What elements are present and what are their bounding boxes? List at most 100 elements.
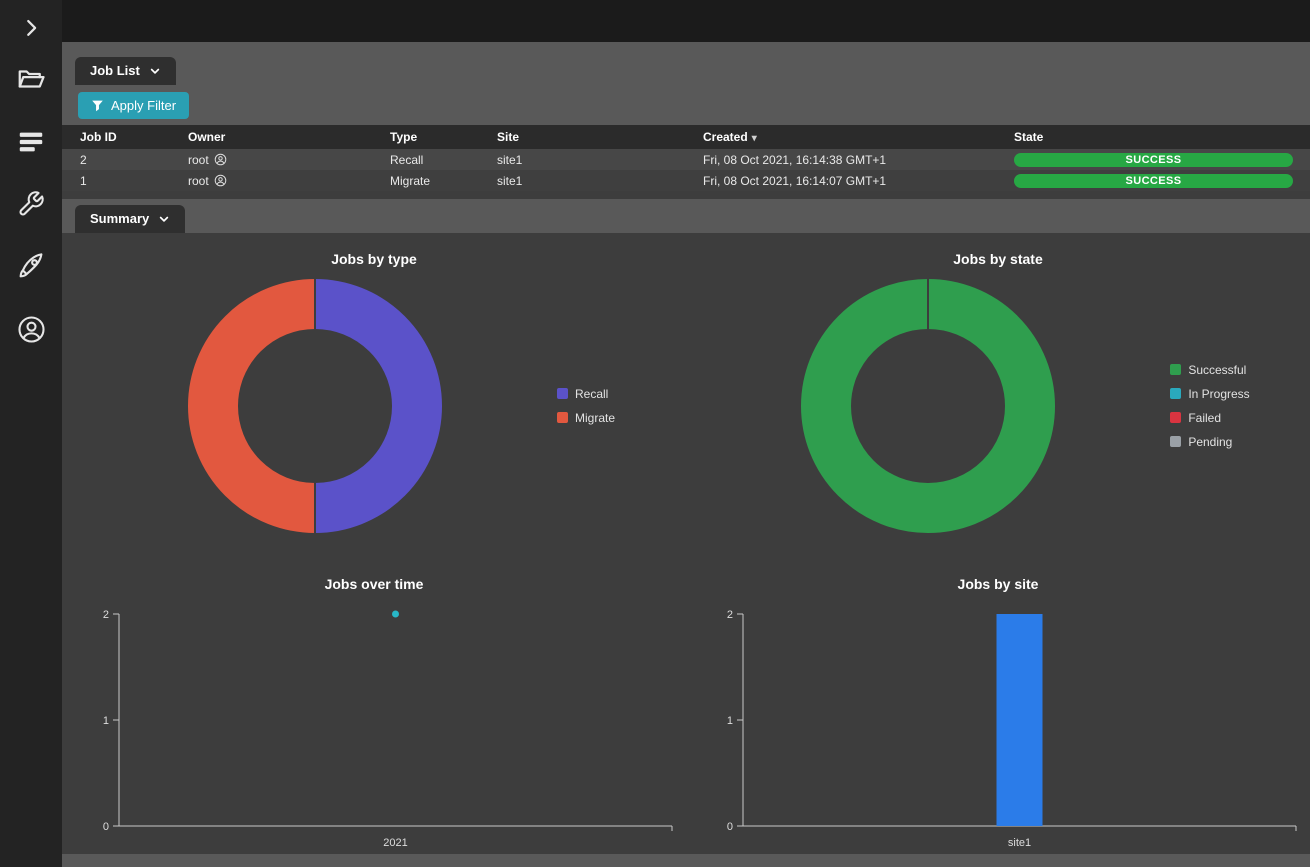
bottom-band [62,853,1310,867]
sidebar-item-launch[interactable] [16,251,46,281]
cell-owner: root [170,170,372,191]
charts-panel: Jobs by type Recall Migrate Jobs by state… [62,232,1310,854]
legend-swatch [556,412,568,424]
owner-name: root [188,152,209,167]
legend-label: In Progress [1188,386,1250,401]
bar-chart-area: 0 1 2 site1 [698,604,1298,854]
legend-item[interactable]: Recall [556,386,615,401]
summary-tab-row: Summary [62,198,1310,233]
main-content: Job List Apply Filter Job ID Owner Type … [62,0,1310,867]
cell-job-id: 1 [80,173,87,188]
apply-filter-button[interactable]: Apply Filter [78,91,190,119]
svg-text:2: 2 [727,609,733,621]
account-icon [17,316,45,343]
chart-title: Jobs over time [324,575,424,592]
user-icon [214,175,226,187]
chart-jobs-by-site: Jobs by site 0 1 2 site1 [686,566,1310,854]
sidebar-item-jobs[interactable] [16,127,46,157]
chart-legend: Recall Migrate [556,382,615,430]
column-header-created[interactable]: Created ▾ [685,125,996,149]
sidebar-item-files[interactable] [16,64,46,94]
cell-site: site1 [497,152,523,167]
chart-jobs-by-state: Jobs by state Successful In Progress Faile… [686,241,1310,566]
legend-item[interactable]: In Progress [1170,386,1250,401]
tab-summary-label: Summary [90,211,150,227]
legend-swatch [556,388,568,400]
bar-chart: 0 1 2 site1 [727,609,1297,849]
top-band [62,0,1310,43]
chart-title: Jobs by state [953,250,1043,267]
legend-item[interactable]: Failed [1170,411,1249,425]
sidebar-expand-button[interactable] [20,16,42,38]
job-table: Job ID Owner Type Site Created ▾ State 2 … [62,125,1310,192]
legend-label: Recall [574,386,609,401]
donut-chart [187,278,442,533]
scatter-chart-area: 0 1 2 2021 [74,604,674,854]
scatter-chart: 0 1 2 2021 [103,609,673,849]
sidebar [0,0,62,867]
svg-text:2021: 2021 [383,837,407,849]
svg-text:site1: site1 [1008,837,1031,849]
legend-item[interactable]: Migrate [556,411,615,425]
status-badge: SUCCESS [1014,152,1293,167]
legend-label: Successful [1188,362,1247,377]
column-header-state[interactable]: State [1014,130,1044,145]
sidebar-nav [16,64,47,345]
svg-text:0: 0 [103,821,109,833]
filter-row: Apply Filter [62,84,1310,126]
bar [996,613,1043,826]
cell-state: SUCCESS [996,149,1310,170]
legend-swatch [1170,412,1182,424]
sort-caret-icon: ▾ [751,133,757,145]
cell-site: site1 [497,173,523,188]
sidebar-item-account[interactable] [16,314,47,345]
legend-label: Failed [1188,410,1221,425]
folder-icon [18,70,45,88]
cell-created: Fri, 08 Oct 2021, 16:14:07 GMT+1 [703,173,887,188]
table-header-row: Job ID Owner Type Site Created ▾ State [62,125,1310,150]
cell-owner: root [170,149,372,170]
table-row[interactable]: 1 root Migrate site1 Fri, 08 Oct 2021, 1… [62,170,1310,192]
section-divider [62,191,1310,199]
legend-label: Pending [1188,434,1233,449]
job-list-tab-row: Job List [62,42,1310,85]
chevron-down-icon [160,216,169,222]
jobs-queue-icon [19,132,43,152]
legend-swatch [1170,436,1182,448]
svg-text:1: 1 [103,715,109,727]
data-point [392,610,399,618]
legend-swatch [1170,388,1182,400]
chevron-right-icon [27,19,37,36]
column-header-owner[interactable]: Owner [188,130,226,145]
cell-state: SUCCESS [996,170,1310,191]
created-header-label: Created [703,130,748,145]
svg-text:2: 2 [103,609,109,621]
wrench-icon [19,191,44,216]
chart-title: Jobs by type [331,250,417,267]
chart-jobs-over-time: Jobs over time 0 1 2 2021 [62,566,686,854]
owner-name: root [188,173,209,188]
sidebar-item-tools[interactable] [17,190,45,218]
tab-job-list[interactable]: Job List [75,56,176,85]
cell-type: Migrate [390,173,431,188]
tab-summary[interactable]: Summary [75,204,186,233]
apply-filter-label: Apply Filter [111,97,177,113]
svg-text:1: 1 [727,715,733,727]
svg-text:0: 0 [727,821,733,833]
column-header-type[interactable]: Type [390,130,418,145]
column-header-site[interactable]: Site [497,130,520,145]
chart-title: Jobs by site [957,575,1039,592]
cell-created: Fri, 08 Oct 2021, 16:14:38 GMT+1 [703,152,887,167]
user-icon [214,154,226,166]
filter-funnel-icon [92,100,103,111]
column-header-job-id[interactable]: Job ID [80,130,117,145]
donut-chart [801,278,1056,533]
legend-item[interactable]: Pending [1170,435,1249,449]
legend-swatch [1170,364,1182,376]
legend-item[interactable]: Successful [1170,363,1249,377]
chart-legend: Successful In Progress Failed Pending [1170,358,1250,454]
table-row[interactable]: 2 root Recall site1 Fri, 08 Oct 2021, 16… [62,149,1310,171]
cell-type: Recall [390,152,424,167]
status-badge: SUCCESS [1014,173,1293,188]
